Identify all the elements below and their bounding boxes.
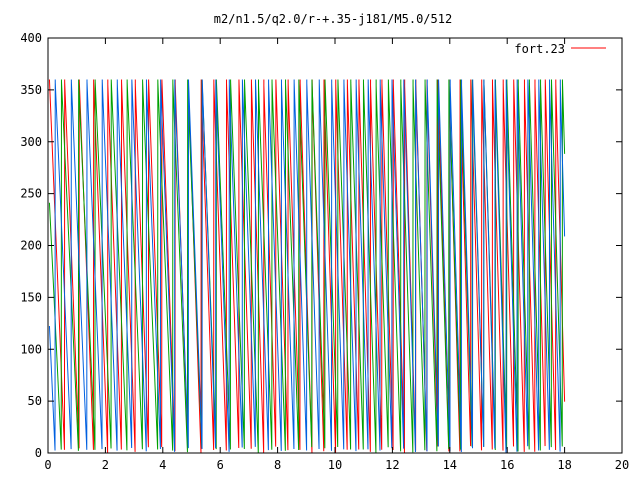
series-line-2 bbox=[48, 79, 566, 453]
chart-title: m2/n1.5/q2.0/r-+.35-j181/M5.0/512 bbox=[214, 12, 452, 26]
y-tick-label: 100 bbox=[20, 342, 42, 356]
ticks-layer: 0 2 4 6 8 10 12 14 16 18 2005010015020025030035040… bbox=[20, 31, 629, 472]
legend: fort.23 bbox=[514, 42, 606, 56]
y-tick-label: 350 bbox=[20, 83, 42, 97]
y-tick-label: 200 bbox=[20, 239, 42, 253]
y-tick-label: 400 bbox=[20, 31, 42, 45]
x-tick-label: 4 bbox=[159, 458, 166, 472]
series-layer bbox=[48, 79, 566, 454]
x-tick-label: 14 bbox=[443, 458, 457, 472]
y-tick-label: 0 bbox=[35, 446, 42, 460]
x-tick-label: 20 bbox=[615, 458, 629, 472]
x-tick-label: 8 bbox=[274, 458, 281, 472]
x-tick-label: 2 bbox=[102, 458, 109, 472]
y-tick-label: 150 bbox=[20, 290, 42, 304]
y-tick-label: 300 bbox=[20, 135, 42, 149]
x-tick-label: 6 bbox=[217, 458, 224, 472]
y-tick-label: 250 bbox=[20, 187, 42, 201]
x-tick-label: 18 bbox=[557, 458, 571, 472]
y-tick-label: 50 bbox=[28, 394, 42, 408]
x-tick-label: 0 bbox=[44, 458, 51, 472]
legend-label-fort23: fort.23 bbox=[514, 42, 565, 56]
x-tick-label: 12 bbox=[385, 458, 399, 472]
x-tick-label: 16 bbox=[500, 458, 514, 472]
x-tick-label: 10 bbox=[328, 458, 342, 472]
